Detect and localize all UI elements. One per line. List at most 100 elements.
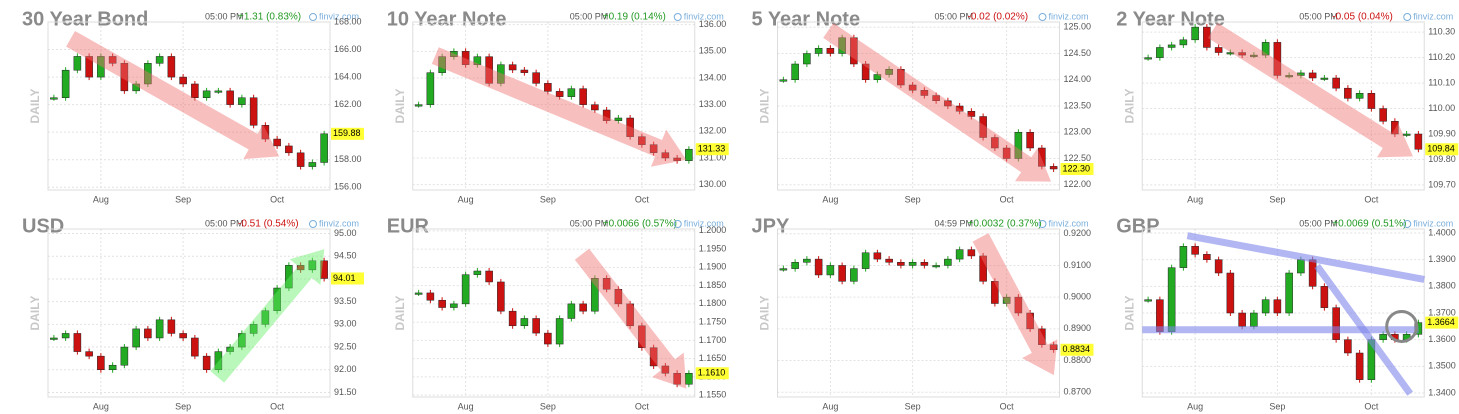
y-tick-label: 110.10	[1428, 77, 1455, 87]
last-price: 94.01	[333, 273, 356, 283]
candle	[826, 265, 835, 276]
y-tick-label: 94.50	[334, 251, 357, 261]
last-price-tag	[1060, 163, 1094, 175]
y-tick-label: 91.50	[334, 387, 357, 397]
y-tick-label: 1.3500	[1428, 361, 1456, 371]
x-tick-label: Sep	[540, 194, 556, 204]
y-tick-label: 93.50	[334, 296, 357, 306]
y-tick-label: 124.00	[1064, 74, 1092, 84]
source: finviz.com	[684, 11, 724, 21]
candle	[685, 373, 693, 385]
last-price-tag	[1060, 343, 1094, 356]
candle	[73, 333, 82, 352]
y-tick-label: 1.3400	[1428, 387, 1456, 397]
price-change: +0.0032 (0.37%)	[968, 219, 1042, 230]
y-tick-label: 0.8900	[1064, 323, 1092, 333]
y-tick-label: 1.1700	[699, 335, 727, 345]
last-price: 1.1610	[698, 368, 726, 378]
quote-time: 05:00 PM	[570, 11, 609, 21]
candle	[602, 109, 611, 121]
y-tick-label: 134.00	[699, 72, 727, 82]
candle	[1261, 299, 1270, 314]
mini-chart: 30 Year Bond 05:00 PM+1.31 (0.83%) finviz.…	[22, 8, 364, 204]
trend-line	[1186, 232, 1425, 283]
quote-time: 05:00 PM	[1299, 218, 1338, 228]
x-tick-label: Oct	[1000, 401, 1015, 411]
trend-arrow	[823, 22, 1052, 182]
candle	[544, 332, 552, 345]
candle	[1261, 42, 1270, 56]
mini-chart: EUR 05:00 PM+0.0066 (0.57%) finviz.com DAIL…	[387, 215, 729, 411]
candle	[1179, 39, 1188, 46]
candle	[1273, 42, 1282, 76]
source-icon	[309, 220, 317, 228]
candle	[944, 258, 952, 266]
x-tick-label: Oct	[270, 401, 285, 411]
last-price-tag	[695, 143, 729, 156]
chart-title: JPY	[752, 215, 790, 237]
plot-frame	[412, 228, 696, 398]
y-tick-label: 92.00	[334, 364, 357, 374]
candle	[967, 111, 976, 117]
candle	[1344, 339, 1352, 354]
y-axis-label: DAILY	[28, 89, 42, 124]
candle	[685, 148, 693, 161]
x-tick-label: Oct	[270, 194, 285, 204]
price-change: -0.02 (0.02%)	[968, 12, 1029, 23]
candle	[673, 157, 681, 161]
candle	[1391, 121, 1399, 135]
quote-time: 05:00 PM	[935, 11, 974, 21]
candle	[967, 249, 976, 257]
candle	[579, 88, 587, 105]
candle	[1250, 312, 1258, 327]
mini-chart: JPY 04:59 PM+0.0032 (0.37%) finviz.com DAIL…	[752, 215, 1094, 411]
plot-frame	[1141, 228, 1425, 398]
trend-arrow	[66, 30, 280, 160]
candle	[908, 262, 917, 266]
y-tick-label: 1.3700	[1428, 307, 1456, 317]
y-axis-label: DAILY	[758, 89, 772, 124]
candle	[638, 136, 646, 145]
candle	[132, 83, 140, 92]
candle	[296, 265, 305, 271]
candle	[438, 56, 446, 73]
y-tick-label: 1.2000	[699, 225, 727, 235]
last-price-tag	[1425, 316, 1459, 329]
y-tick-label: 109.80	[1428, 154, 1456, 164]
candle	[238, 97, 246, 105]
x-tick-label: Sep	[540, 401, 556, 411]
source: finviz.com	[1049, 218, 1089, 228]
source: finviz.com	[1413, 11, 1453, 21]
candle	[191, 83, 199, 98]
candle	[1002, 296, 1011, 304]
candle	[202, 355, 211, 371]
y-tick-label: 130.00	[699, 179, 727, 189]
candle	[1332, 77, 1340, 89]
x-tick-label: Oct	[1364, 401, 1379, 411]
candle	[1049, 166, 1058, 170]
candle	[649, 144, 658, 153]
candle	[1320, 286, 1329, 308]
candle	[673, 373, 681, 385]
y-tick-label: 1.1800	[699, 298, 727, 308]
candle	[1203, 254, 1211, 260]
candle	[791, 63, 799, 80]
y-tick-label: 1.1750	[699, 317, 727, 327]
candle	[61, 69, 70, 98]
quote-time: 05:00 PM	[205, 11, 244, 21]
candle	[1226, 272, 1235, 314]
trend-arrow	[431, 47, 687, 167]
candle	[108, 364, 117, 371]
x-tick-label: Sep	[175, 401, 191, 411]
plot-frame	[412, 21, 696, 191]
candle	[803, 53, 811, 65]
y-tick-label: 162.00	[334, 99, 362, 109]
candle	[426, 292, 435, 301]
mini-chart: 5 Year Note 05:00 PM-0.02 (0.02%) finviz.c…	[752, 8, 1094, 204]
x-tick-label: Oct	[635, 194, 650, 204]
candle	[450, 51, 458, 57]
candle	[944, 100, 952, 107]
trend-arrow	[210, 249, 325, 383]
candle	[979, 255, 987, 282]
chart-title: 5 Year Note	[752, 8, 861, 30]
